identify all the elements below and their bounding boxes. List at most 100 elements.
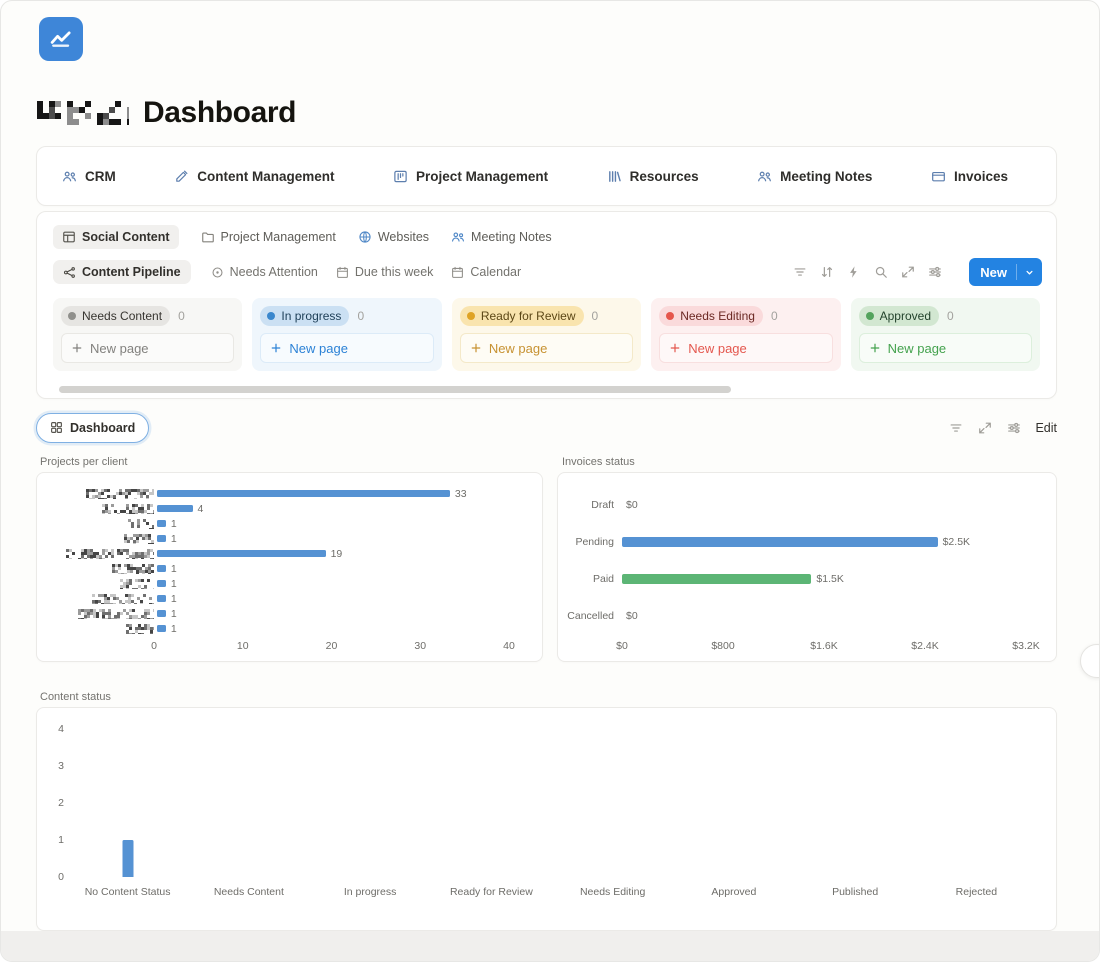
- settings-sliders-icon[interactable]: [1007, 421, 1021, 435]
- status-badge[interactable]: Needs Editing: [659, 306, 763, 326]
- bar: [157, 610, 166, 617]
- search-icon[interactable]: [874, 265, 888, 279]
- nav-item-invoices[interactable]: Invoices: [931, 169, 1008, 184]
- settings-sliders-icon[interactable]: [928, 265, 942, 279]
- content-chart-plot: [67, 729, 1037, 877]
- button-divider: [1016, 264, 1017, 280]
- edit-button[interactable]: Edit: [1035, 420, 1057, 435]
- status-badge[interactable]: In progress: [260, 306, 350, 326]
- scroll-edge-button[interactable]: [1080, 644, 1099, 678]
- view-content-pipeline[interactable]: Content Pipeline: [53, 260, 191, 284]
- page-icon-redacted: [37, 101, 129, 125]
- redacted-client-label: [112, 563, 154, 574]
- folder-icon: [201, 230, 215, 244]
- tab-meeting-notes[interactable]: Meeting Notes: [451, 230, 552, 244]
- page-title: Dashboard: [143, 96, 297, 129]
- redacted-client-label: [78, 608, 154, 619]
- category-label: Needs Editing: [579, 886, 646, 898]
- category-label: Paid: [592, 572, 614, 585]
- view-calendar[interactable]: Calendar: [451, 265, 521, 279]
- bottom-strip: [1, 931, 1099, 961]
- nav-item-label: Meeting Notes: [780, 168, 873, 184]
- status-badge[interactable]: Approved: [858, 306, 939, 326]
- invoices-chart-plot: Draft $0 Pending $2.5K Paid $1.5K Cancelled $0: [558, 486, 1046, 634]
- tab-label: Project Management: [220, 230, 336, 244]
- bar: [157, 490, 450, 497]
- tab-project-management[interactable]: Project Management: [201, 230, 336, 244]
- bar: [157, 565, 166, 572]
- chart-title-projects: Projects per client: [40, 456, 128, 468]
- tab-social-content[interactable]: Social Content: [53, 225, 179, 249]
- chevron-down-icon[interactable]: [1017, 267, 1042, 278]
- status-label: Ready for Review: [480, 309, 576, 323]
- tab-websites[interactable]: Websites: [358, 230, 429, 244]
- nav-item-project-management[interactable]: Project Management: [393, 169, 548, 184]
- status-badge[interactable]: Ready for Review: [459, 306, 584, 326]
- expand-icon[interactable]: [901, 265, 915, 279]
- column-count: 0: [357, 309, 365, 323]
- pencil-icon: [174, 169, 189, 184]
- status-badge[interactable]: Needs Content: [61, 306, 171, 326]
- category-label: Pending: [575, 535, 614, 548]
- new-page-button[interactable]: New page: [659, 333, 833, 363]
- status-label: Approved: [879, 309, 931, 323]
- new-button[interactable]: New: [969, 258, 1042, 286]
- quick-nav: CRM Content Management Project Managemen…: [36, 146, 1057, 206]
- new-page-button[interactable]: New page: [260, 333, 434, 363]
- status-dot: [865, 312, 874, 320]
- calendar-icon: [451, 266, 464, 279]
- new-page-button[interactable]: New page: [858, 333, 1033, 363]
- plus-icon: [270, 342, 282, 354]
- bar: [157, 520, 166, 527]
- new-page-button[interactable]: New page: [61, 333, 235, 363]
- nav-item-crm[interactable]: CRM: [62, 169, 116, 184]
- plus-icon: [669, 342, 681, 354]
- value-label: 1: [170, 622, 177, 635]
- bar: [157, 535, 166, 542]
- view-due-this-week[interactable]: Due this week: [336, 265, 434, 279]
- new-page-button[interactable]: New page: [459, 333, 634, 363]
- redacted-client-label: [128, 518, 154, 529]
- redacted-client-label: [120, 578, 154, 589]
- nav-item-meeting-notes[interactable]: Meeting Notes: [757, 169, 872, 184]
- tab-dashboard[interactable]: Dashboard: [36, 412, 150, 443]
- sort-icon[interactable]: [820, 265, 834, 279]
- view-needs-attention[interactable]: Needs Attention: [211, 265, 318, 279]
- redacted-client-label: [102, 503, 154, 514]
- people-icon: [451, 230, 465, 244]
- bar: [622, 573, 812, 584]
- target-icon: [211, 266, 224, 279]
- plus-icon: [71, 342, 83, 354]
- column-count: 0: [591, 309, 599, 323]
- automation-icon[interactable]: [847, 265, 861, 279]
- status-dot: [666, 312, 675, 320]
- category-label: Approved: [711, 886, 757, 898]
- status-label: Needs Content: [82, 309, 163, 323]
- redacted-client-label: [86, 488, 154, 499]
- board-tabs: Social Content Project Management Websit…: [53, 224, 552, 250]
- dashboard-toolbar: [949, 421, 1021, 435]
- nav-item-label: Project Management: [416, 168, 549, 184]
- nav-item-label: Resources: [629, 168, 699, 184]
- calendar-icon: [336, 266, 349, 279]
- nav-item-resources[interactable]: Resources: [607, 169, 699, 184]
- books-icon: [607, 169, 622, 184]
- horizontal-scrollbar[interactable]: [59, 386, 731, 393]
- board-views: Content Pipeline Needs Attention Due thi…: [53, 258, 1042, 286]
- column-count: 0: [178, 309, 185, 323]
- view-label: Due this week: [354, 265, 434, 279]
- filter-icon[interactable]: [949, 421, 963, 435]
- workspace-logo[interactable]: [39, 17, 83, 61]
- expand-icon[interactable]: [978, 421, 992, 435]
- new-page-label: New page: [887, 340, 947, 356]
- view-label: Calendar: [470, 265, 522, 279]
- content-board: Social Content Project Management Websit…: [36, 211, 1057, 399]
- status-label: In progress: [281, 309, 342, 323]
- category-label: Cancelled: [567, 609, 614, 622]
- nav-item-content-management[interactable]: Content Management: [174, 169, 335, 184]
- filter-icon[interactable]: [793, 265, 807, 279]
- status-dot: [267, 312, 276, 320]
